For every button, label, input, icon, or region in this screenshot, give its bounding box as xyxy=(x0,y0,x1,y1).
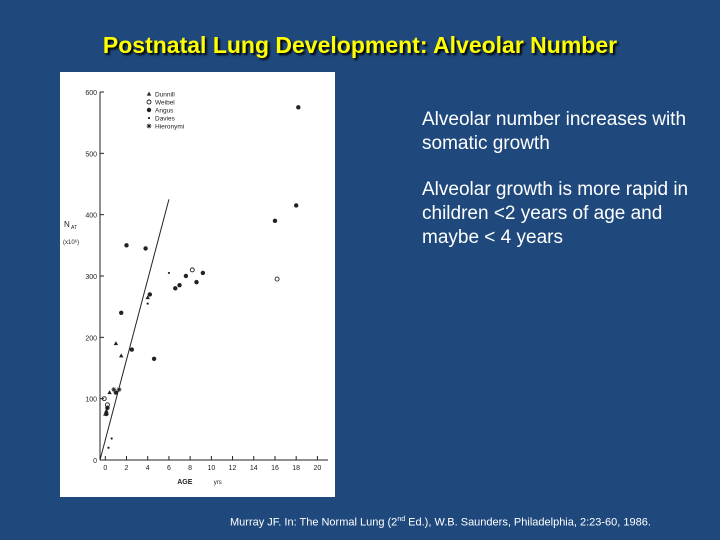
data-point-angus xyxy=(293,203,299,208)
y-tick-label: 600 xyxy=(85,90,97,97)
data-point-angus xyxy=(272,218,278,223)
x-tick-label: 0 xyxy=(103,465,107,472)
data-point-angus xyxy=(105,405,110,411)
data-point-angus xyxy=(296,105,301,110)
y-tick-label: 100 xyxy=(85,397,97,404)
citation: Murray JF. In: The Normal Lung (2nd Ed.)… xyxy=(230,516,651,529)
bullet-item: Alveolar growth is more rapid in childre… xyxy=(422,179,689,248)
x-tick-label: 10 xyxy=(207,465,215,472)
data-point-davies xyxy=(107,446,110,449)
legend-marker xyxy=(146,107,152,113)
legend-label: Dunnill xyxy=(155,92,175,99)
data-point-dunnill xyxy=(104,408,109,413)
legend-label: Davies xyxy=(155,116,176,123)
y-axis-label-subscript: AT xyxy=(71,225,77,231)
alveolar-number-chart: 0 100 200 300 400 500 600 0 2 4 6 8 10 12 14 16 18 20 AGE y… xyxy=(63,90,328,486)
x-tick-label: 12 xyxy=(229,465,237,472)
data-point-angus xyxy=(183,273,189,279)
data-point-dunnill xyxy=(145,295,150,300)
data-point-davies xyxy=(146,302,149,305)
y-tick-label: 400 xyxy=(85,213,97,220)
data-point-angus xyxy=(113,390,119,395)
data-point-dunnill xyxy=(107,390,112,395)
data-point-angus xyxy=(194,279,199,285)
legend-label: Weibel xyxy=(155,100,175,107)
x-tick-label: 18 xyxy=(292,465,300,472)
data-point-dunnill xyxy=(119,353,124,358)
chart-panel: 0 100 200 300 400 500 600 0 2 4 6 8 10 12 14 16 18 20 AGE y… xyxy=(60,72,335,497)
x-tick-label: 4 xyxy=(146,465,150,472)
chart-axes: 0 100 200 300 400 500 600 0 2 4 6 8 10 12 14 16 18 20 AGE y… xyxy=(63,90,328,486)
legend-marker xyxy=(147,116,151,120)
y-tick-label: 300 xyxy=(85,274,97,281)
data-point-weibel xyxy=(189,267,195,273)
data-point-angus xyxy=(143,246,148,251)
data-point-angus xyxy=(147,292,153,297)
citation-text: Murray JF. In: The Normal Lung (2 xyxy=(230,516,398,529)
x-tick-label: 8 xyxy=(188,465,192,472)
citation-superscript: nd xyxy=(397,516,406,523)
x-axis-label: AGE xyxy=(177,479,193,486)
legend-marker xyxy=(146,123,152,129)
y-axis-scale-label: (x10⁶) xyxy=(63,239,79,246)
y-axis-label: N xyxy=(64,220,70,229)
x-axis-unit: yrs xyxy=(214,480,222,486)
legend-label: Angus xyxy=(155,108,174,115)
data-point-weibel xyxy=(274,276,280,282)
bullet-list: Alveolar number increases with somatic g… xyxy=(422,108,702,272)
chart-marks xyxy=(99,105,301,461)
data-point-hieronymi xyxy=(116,387,122,392)
data-point-hieronymi xyxy=(111,387,117,392)
x-tick-label: 14 xyxy=(250,465,258,472)
data-point-angus xyxy=(129,347,135,352)
x-tick-label: 6 xyxy=(167,465,171,472)
data-point-dunnill xyxy=(113,341,119,346)
legend-marker xyxy=(146,99,152,105)
data-point-angus xyxy=(200,270,206,276)
data-point-angus xyxy=(173,286,178,291)
y-tick-label: 0 xyxy=(93,458,97,465)
x-tick-label: 20 xyxy=(313,465,321,472)
x-tick-label: 16 xyxy=(271,465,279,472)
data-point-weibel xyxy=(101,396,107,402)
y-tick-label: 200 xyxy=(85,335,97,342)
data-point-angus xyxy=(124,243,129,248)
bullet-item: Alveolar number increases with somatic g… xyxy=(422,109,687,154)
data-point-angus xyxy=(177,283,182,288)
data-point-angus xyxy=(104,411,109,417)
data-point-angus xyxy=(119,310,124,315)
y-tick-label: 500 xyxy=(85,151,97,158)
x-tick-label: 2 xyxy=(125,465,129,472)
legend-label: Hieronymi xyxy=(155,124,184,131)
trend-line xyxy=(99,199,170,461)
citation-text-end: Ed.), W.B. Saunders, Philadelphia, 2:23-… xyxy=(405,516,651,529)
data-point-davies xyxy=(167,271,171,275)
legend-marker xyxy=(146,91,152,96)
data-point-angus xyxy=(151,356,157,361)
data-point-davies xyxy=(110,437,113,440)
slide-title: Postnatal Lung Development: Alveolar Num… xyxy=(102,32,618,58)
